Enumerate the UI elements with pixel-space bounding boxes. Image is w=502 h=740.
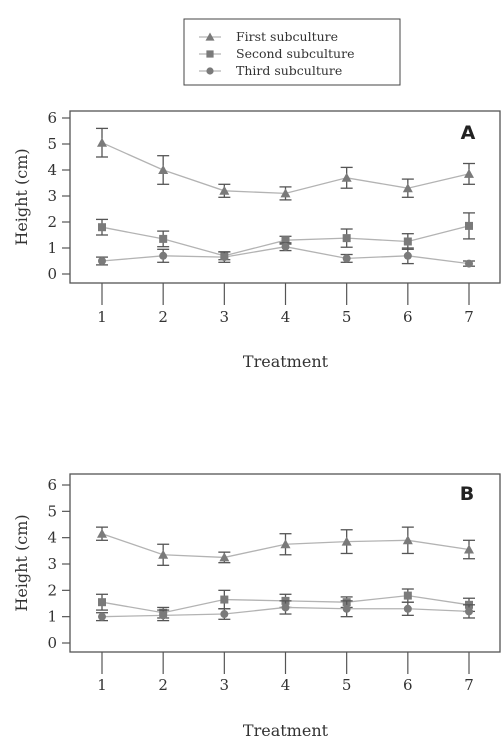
legend-marker-triangle bbox=[205, 32, 215, 41]
y-axis-title: Height (cm) bbox=[12, 514, 31, 611]
data-point bbox=[159, 234, 168, 243]
data-point bbox=[220, 595, 229, 604]
legend: First subculture Second subculture Third s… bbox=[183, 18, 401, 86]
x-tick-label: 3 bbox=[220, 676, 230, 694]
series-circle bbox=[96, 242, 475, 268]
data-point bbox=[98, 598, 106, 607]
y-tick-label: 5 bbox=[47, 135, 57, 153]
data-point bbox=[403, 251, 412, 260]
series-circle bbox=[96, 600, 475, 622]
y-tick-label: 4 bbox=[47, 529, 57, 547]
data-point bbox=[280, 188, 291, 198]
data-point bbox=[281, 236, 290, 245]
data-point bbox=[98, 257, 106, 265]
data-point bbox=[281, 603, 290, 612]
data-point bbox=[159, 611, 168, 620]
x-tick-label: 1 bbox=[97, 676, 107, 694]
x-tick-label: 1 bbox=[97, 308, 107, 326]
x-tick-label: 5 bbox=[342, 308, 352, 326]
data-point bbox=[220, 253, 229, 262]
plot-frame bbox=[69, 473, 501, 653]
data-point bbox=[159, 251, 168, 260]
data-point bbox=[402, 535, 413, 545]
y-tick-label: 0 bbox=[47, 265, 57, 283]
series-square bbox=[96, 212, 475, 261]
legend-marker-circle bbox=[206, 67, 214, 75]
y-tick-label: 2 bbox=[47, 581, 57, 599]
panel-b: 0 1 2 3 4 5 6 1 2 3 4 5 6 7 Treatment Height (cm) B bbox=[12, 473, 501, 740]
x-tick-label: 5 bbox=[342, 676, 352, 694]
x-tick-label: 4 bbox=[281, 676, 291, 694]
x-tick-label: 7 bbox=[464, 308, 474, 326]
data-point bbox=[403, 604, 412, 613]
data-point bbox=[98, 612, 106, 621]
y-tick-label: 1 bbox=[47, 608, 57, 626]
data-point bbox=[281, 242, 290, 251]
y-tick-label: 2 bbox=[47, 213, 57, 231]
data-point bbox=[465, 259, 473, 268]
series-triangle bbox=[96, 127, 475, 201]
y-tick-label: 6 bbox=[47, 476, 57, 494]
data-point bbox=[341, 536, 352, 546]
data-point bbox=[342, 604, 351, 613]
series-line bbox=[101, 142, 470, 195]
y-tick-label: 6 bbox=[47, 109, 57, 127]
x-axis-title: Treatment bbox=[243, 721, 329, 740]
data-point bbox=[219, 552, 230, 562]
data-point bbox=[403, 591, 412, 600]
y-tick-label: 3 bbox=[47, 555, 57, 573]
panel-letter: A bbox=[461, 122, 476, 144]
data-point bbox=[98, 223, 106, 232]
data-point bbox=[464, 544, 474, 554]
data-point bbox=[403, 237, 412, 246]
data-point bbox=[465, 221, 473, 230]
x-tick-label: 2 bbox=[158, 676, 168, 694]
data-point bbox=[158, 165, 169, 174]
legend-label-3: Third subculture bbox=[236, 63, 342, 78]
data-point bbox=[220, 610, 229, 619]
data-point bbox=[465, 607, 473, 616]
x-tick-label: 4 bbox=[281, 308, 291, 326]
data-point bbox=[158, 549, 169, 559]
data-point bbox=[97, 528, 107, 538]
panel-a: 0 1 2 3 4 5 6 1 2 3 4 5 6 7 Treatment Height (cm) A bbox=[12, 109, 501, 371]
x-tick-label: 2 bbox=[158, 308, 168, 326]
y-tick-label: 5 bbox=[47, 502, 57, 520]
data-point bbox=[219, 185, 230, 195]
x-tick-label: 6 bbox=[403, 676, 413, 694]
data-point bbox=[341, 172, 352, 182]
y-axis-title: Height (cm) bbox=[12, 148, 31, 245]
y-tick-label: 0 bbox=[47, 634, 57, 652]
y-tick-label: 3 bbox=[47, 187, 57, 205]
x-tick-label: 6 bbox=[403, 308, 413, 326]
data-point bbox=[97, 137, 107, 147]
data-point bbox=[342, 254, 351, 263]
data-point bbox=[280, 539, 291, 549]
legend-box bbox=[183, 18, 401, 86]
x-axis-title: Treatment bbox=[243, 352, 329, 371]
data-point bbox=[342, 234, 351, 243]
legend-marker-square bbox=[206, 50, 214, 58]
x-tick-label: 7 bbox=[464, 676, 474, 694]
legend-label-1: First subculture bbox=[236, 29, 338, 44]
legend-label-2: Second subculture bbox=[236, 46, 354, 61]
series-triangle bbox=[96, 526, 475, 566]
y-tick-label: 1 bbox=[47, 239, 57, 257]
x-tick-label: 3 bbox=[220, 308, 230, 326]
data-point bbox=[464, 168, 474, 178]
panel-letter: B bbox=[460, 483, 474, 505]
data-point bbox=[402, 183, 413, 193]
y-tick-label: 4 bbox=[47, 161, 57, 179]
